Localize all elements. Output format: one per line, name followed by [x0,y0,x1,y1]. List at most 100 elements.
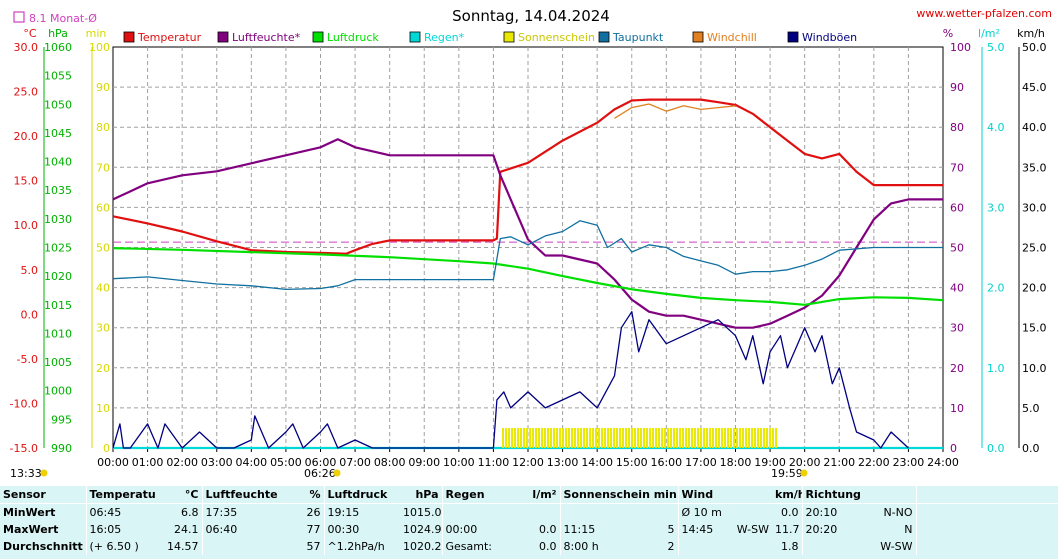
axis-tick-label-min: 60 [96,201,110,214]
x-tick-label: 17:00 [685,456,717,469]
axis-tick-label-min: 30 [96,322,110,335]
header-press: Luftdruck [323,486,400,504]
sunshine-bar [757,427,760,448]
sunset-time: 19:59 [771,467,803,480]
header-hum-unit: % [278,486,324,504]
sunshine-bar [538,427,541,448]
axis-tick-label-temp: 20.0 [14,130,39,143]
axis-tick-label-kmh: 25.0 [1022,242,1047,255]
sun-icon-left [40,469,48,477]
sunshine-bar [601,427,604,448]
rain-time [441,503,518,521]
dir-time: 20:10 [801,503,871,521]
sunshine-bar [571,427,574,448]
header-hum: Luftfeuchte [201,486,278,504]
sunshine-bar [517,427,520,448]
wind-dir: W-SW [736,523,770,536]
sunshine-bar [655,427,658,448]
sun-value: 2 [667,540,675,553]
axis-unit-temp: °C [23,27,37,40]
x-tick-label: 00:00 [97,456,129,469]
sunshine-bar [532,427,535,448]
sunshine-bar [646,427,649,448]
row-filler [915,503,1058,521]
axis-unit-kmh: km/h [1017,27,1045,40]
sunshine-bar [772,427,775,448]
x-tick-label: 05:00 [270,456,302,469]
stats-panel: Sensor Temperatur °C Luftfeuchte % Luftd… [0,486,1058,559]
sunshine-bar [514,427,517,448]
sunshine-bar [760,427,763,448]
series-line-luftfeuchte [112,138,943,329]
sunshine-bar [715,427,718,448]
legend-swatch [123,31,135,43]
axis-tick-label-rain: 0.0 [987,442,1005,455]
x-tick-label: 12:00 [512,456,544,469]
series-line-temperatur [112,98,943,255]
sunshine-bar [541,427,544,448]
sunshine-bar [763,427,766,448]
axis-unit-pct: % [943,27,953,40]
legend-label: Sonnenschein [518,31,595,44]
sunshine-bar [712,427,715,448]
wind-time: Ø 10 min. [677,503,723,521]
sunshine-bar [676,427,679,448]
x-tick-label: 06:00 [305,456,337,469]
axis-tick-label-pct: 100 [950,41,971,54]
x-tick-label: 18:00 [720,456,752,469]
axis-unit-hpa: hPa [48,27,68,40]
axis-tick-label-min: 90 [96,81,110,94]
axis-tick-label-pct: 30 [950,322,964,335]
press-value: 1015.0 [403,506,442,519]
sunshine-bar [670,427,673,448]
sunshine-bar [535,427,538,448]
legend-swatch [692,31,704,43]
sunshine-bar [568,427,571,448]
sunshine-bar [559,427,562,448]
axis-tick-label-min: 70 [96,161,110,174]
site-link[interactable]: www.wetter-pfalzen.com [916,7,1052,20]
axis-tick-label-rain: 4.0 [987,121,1005,134]
axis-tick-label-temp: -5.0 [17,353,38,366]
x-tick-label: 15:00 [616,456,648,469]
x-tick-label: 08:00 [374,456,406,469]
wind-dir [722,504,772,522]
sunshine-bar [586,427,589,448]
axis-tick-label-hpa: 1030 [44,213,72,226]
legend-label: Regen* [424,31,465,44]
axis-tick-label-pct: 40 [950,282,964,295]
axis-tick-label-temp: 10.0 [14,219,39,232]
header-wind: Wind [677,486,723,504]
sunshine-bar [682,427,685,448]
sunshine-bar [610,427,613,448]
axis-tick-label-temp: 25.0 [14,86,39,99]
legend-label: Windböen [802,31,857,44]
axis-tick-label-temp: 30.0 [14,41,39,54]
sunshine-bar [643,427,646,448]
temp-time: (+ 6.50 ) [85,538,156,555]
header-press-unit: hPa [400,486,442,504]
axis-tick-label-temp: 0.0 [21,308,39,321]
legend-swatch [598,31,610,43]
series-line-windchill [614,103,736,119]
row-label: MaxWert [3,523,59,536]
wind-time: 14:45 [677,521,723,538]
sunshine-bar [691,427,694,448]
sunshine-bar [754,427,757,448]
temp-time: 06:45 [85,503,156,521]
axis-tick-label-temp: 5.0 [21,264,39,277]
sunshine-bar [604,427,607,448]
sunshine-bar [595,427,598,448]
legend-swatch [787,31,799,43]
rain-time: Gesamt: [441,538,518,555]
sunshine-bar [511,427,514,448]
sun-value: 5 [667,523,675,536]
sunshine-bar [526,427,529,448]
hum-time: 17:35 [201,503,278,521]
header-sun: Sonnenschein min [559,486,679,504]
sunshine-bar [661,427,664,448]
sunshine-bar [694,427,697,448]
sun-value [652,504,678,522]
sunshine-bar [577,427,580,448]
axis-tick-label-kmh: 40.0 [1022,121,1047,134]
